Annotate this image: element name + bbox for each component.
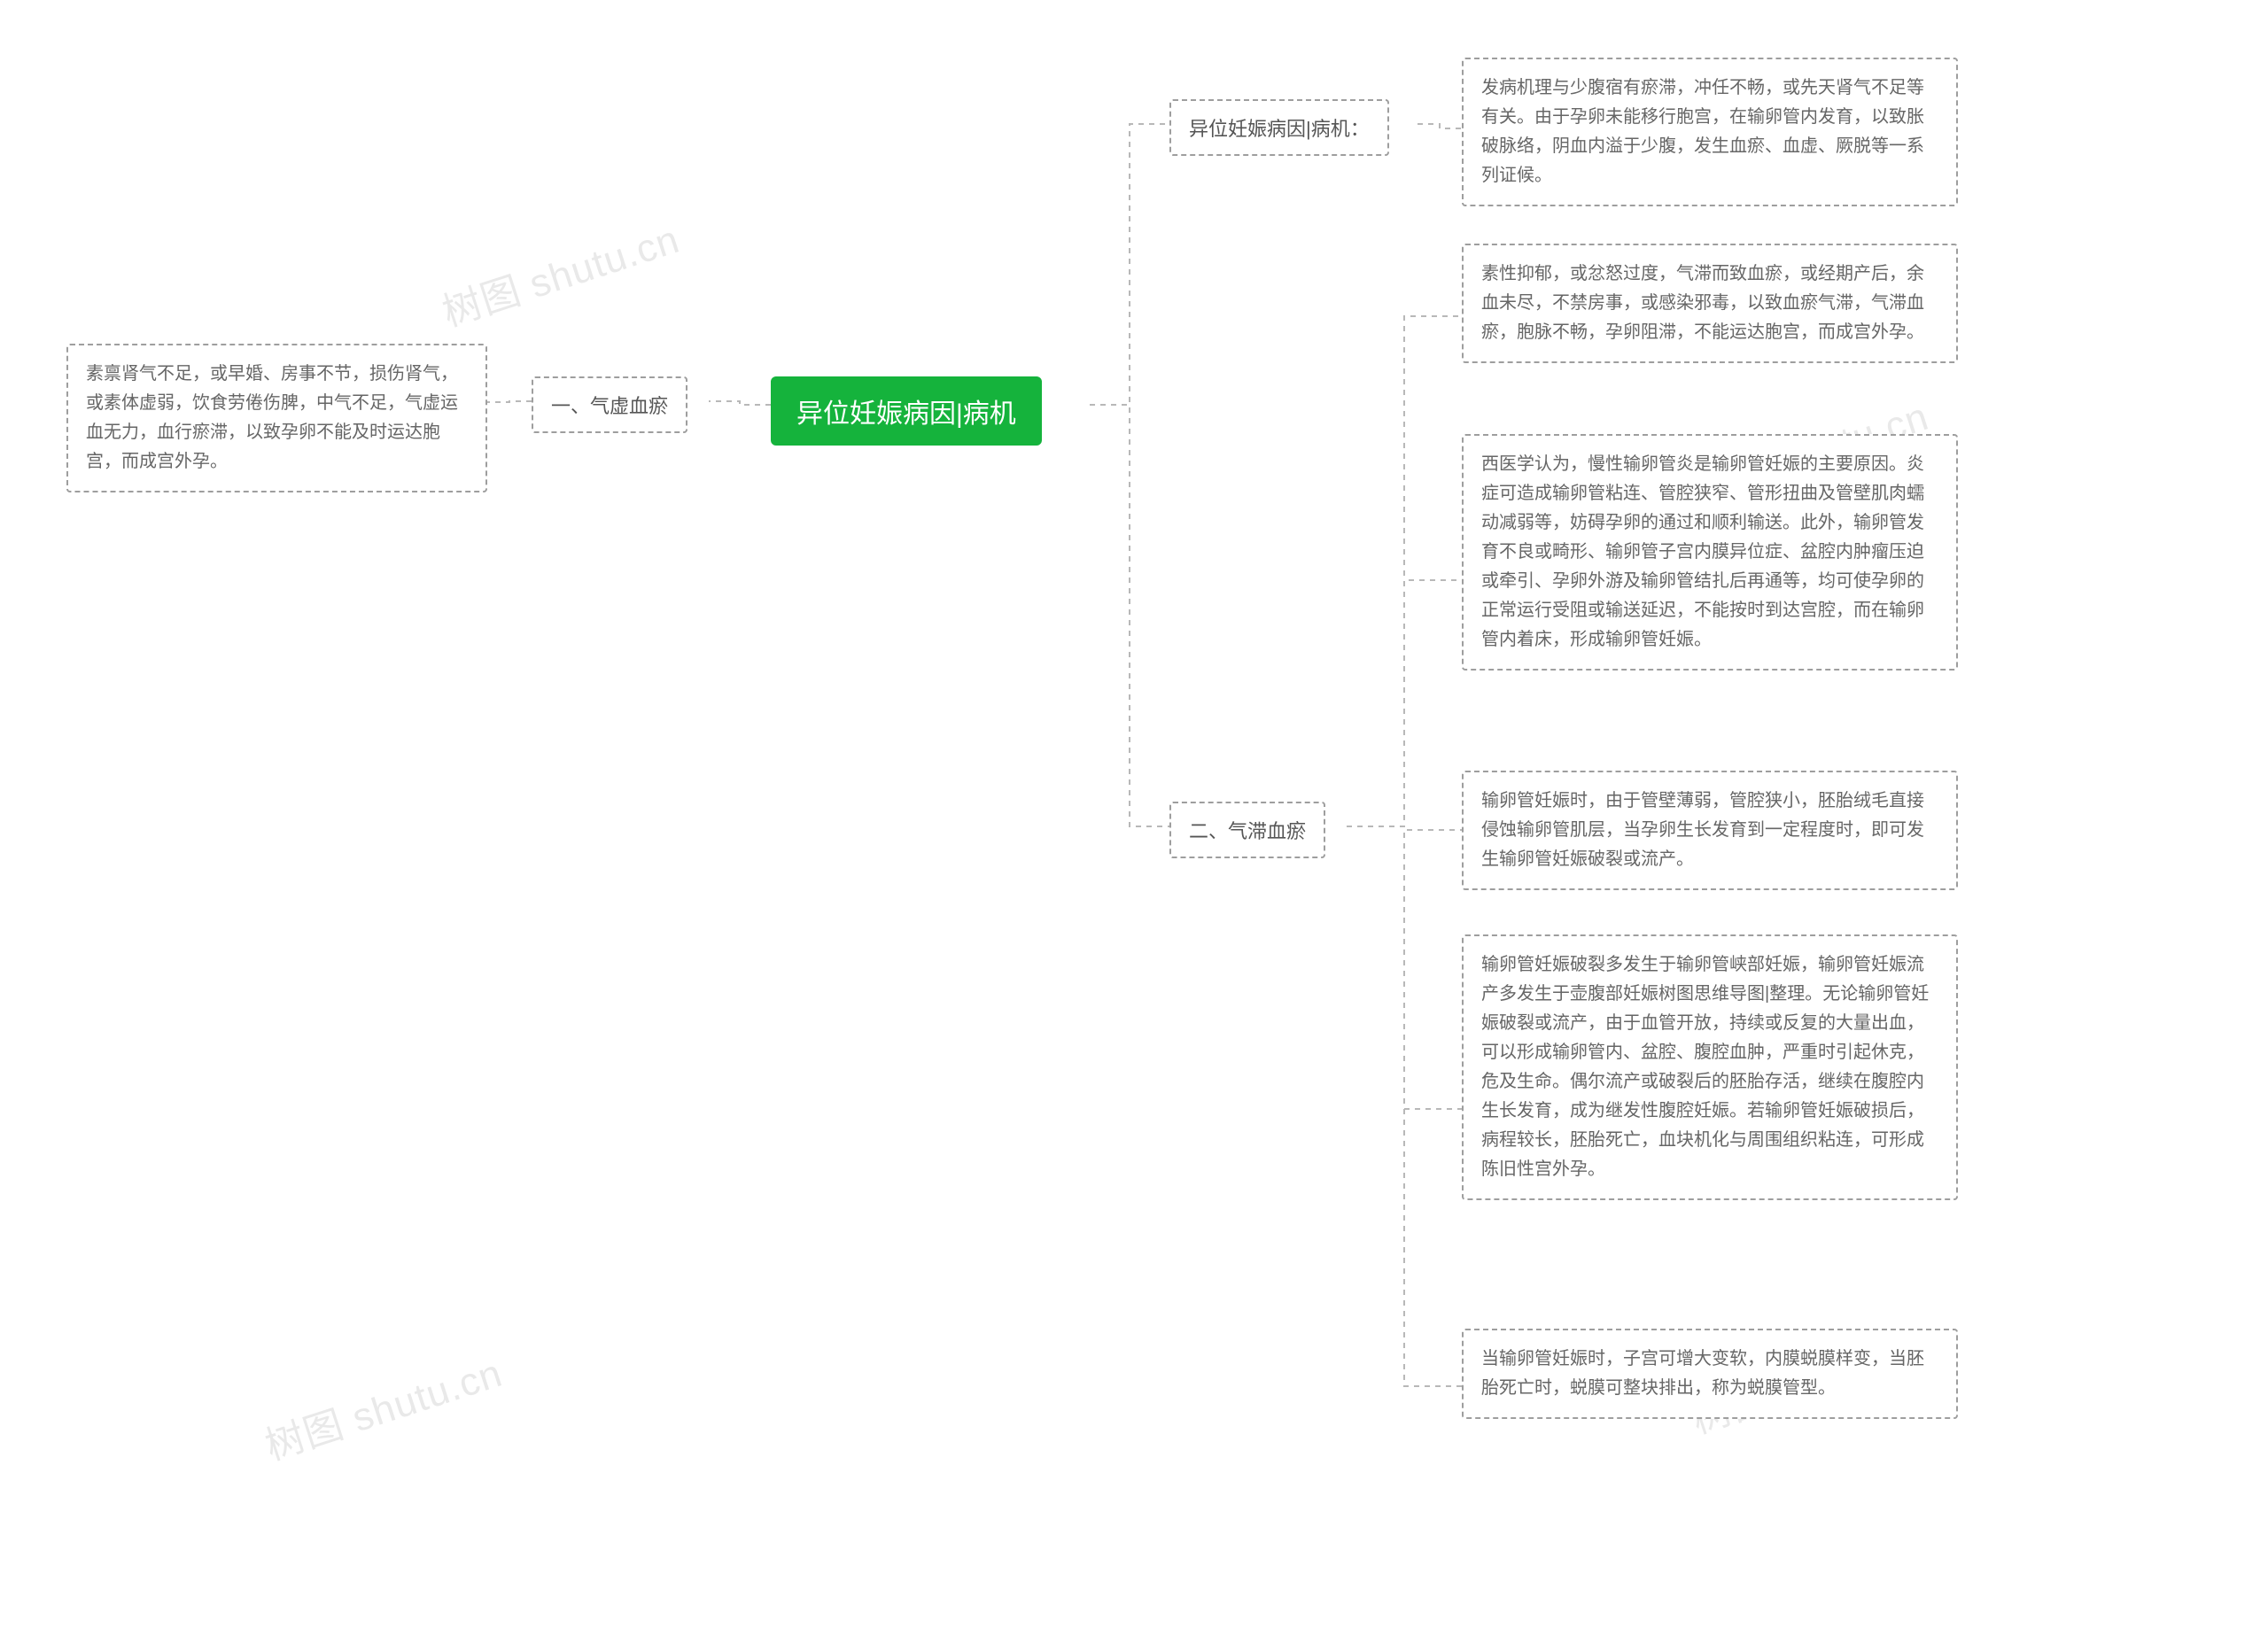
- branch-qizhi-xueyu[interactable]: 二、气滞血瘀: [1169, 802, 1325, 858]
- leaf-qizhi-2: 西医学认为，慢性输卵管炎是输卵管妊娠的主要原因。炎症可造成输卵管粘连、管腔狭窄、…: [1462, 434, 1958, 671]
- watermark: 树图 shutu.cn: [434, 207, 686, 337]
- leaf-qizhi-3: 输卵管妊娠时，由于管壁薄弱，管腔狭小，胚胎绒毛直接侵蚀输卵管肌层，当孕卵生长发育…: [1462, 771, 1958, 890]
- leaf-qizhi-5: 当输卵管妊娠时，子宫可增大变软，内膜蜕膜样变，当胚胎死亡时，蜕膜可整块排出，称为…: [1462, 1329, 1958, 1419]
- mindmap-canvas: 树图 shutu.cn 树图 shutu.cn 树图 shutu.cn 树图 s…: [0, 0, 2268, 1628]
- watermark: 树图 shutu.cn: [257, 1341, 509, 1471]
- leaf-pathogenesis-desc: 发病机理与少腹宿有瘀滞，冲任不畅，或先天肾气不足等有关。由于孕卵未能移行胞宫，在…: [1462, 58, 1958, 206]
- leaf-qizhi-4: 输卵管妊娠破裂多发生于输卵管峡部妊娠，输卵管妊娠流产多发生于壶腹部妊娠树图思维导…: [1462, 934, 1958, 1200]
- branch-pathogenesis-label[interactable]: 异位妊娠病因|病机：: [1169, 99, 1389, 156]
- root-node[interactable]: 异位妊娠病因|病机: [771, 376, 1042, 446]
- leaf-qizhi-1: 素性抑郁，或忿怒过度，气滞而致血瘀，或经期产后，余血未尽，不禁房事，或感染邪毒，…: [1462, 244, 1958, 363]
- leaf-qixu-xueyu-desc: 素禀肾气不足，或早婚、房事不节，损伤肾气，或素体虚弱，饮食劳倦伤脾，中气不足，气…: [66, 344, 487, 492]
- branch-qixu-xueyu[interactable]: 一、气虚血瘀: [532, 376, 687, 433]
